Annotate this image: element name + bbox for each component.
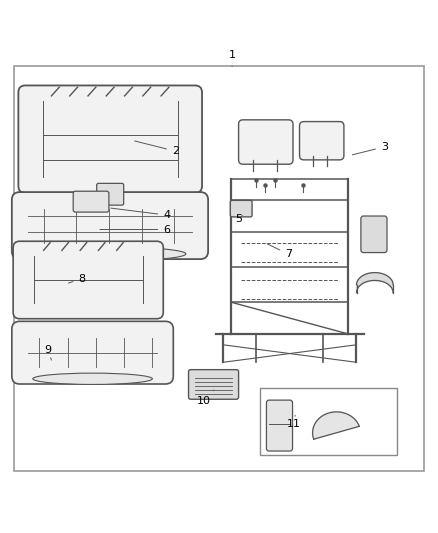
FancyBboxPatch shape	[18, 85, 202, 193]
Text: 4: 4	[111, 208, 170, 220]
Text: 1: 1	[229, 51, 236, 66]
Bar	[260, 389, 397, 455]
FancyBboxPatch shape	[300, 122, 344, 160]
Polygon shape	[357, 272, 393, 293]
Text: 7: 7	[267, 244, 292, 260]
Text: 9: 9	[44, 345, 52, 360]
FancyBboxPatch shape	[266, 400, 293, 451]
FancyBboxPatch shape	[230, 200, 252, 217]
FancyBboxPatch shape	[12, 321, 173, 384]
Text: 3: 3	[352, 142, 388, 155]
Ellipse shape	[33, 373, 152, 384]
FancyBboxPatch shape	[361, 216, 387, 253]
FancyBboxPatch shape	[73, 191, 109, 212]
Text: 2: 2	[134, 141, 179, 156]
Text: 10: 10	[197, 390, 214, 406]
FancyBboxPatch shape	[97, 183, 124, 205]
Polygon shape	[313, 412, 359, 439]
Text: 8: 8	[68, 273, 85, 284]
FancyBboxPatch shape	[188, 370, 239, 399]
Text: 6: 6	[100, 224, 170, 235]
Ellipse shape	[34, 247, 186, 261]
Text: 11: 11	[287, 415, 301, 429]
FancyBboxPatch shape	[239, 120, 293, 164]
FancyBboxPatch shape	[12, 192, 208, 259]
FancyBboxPatch shape	[13, 241, 163, 319]
Text: 5: 5	[235, 214, 242, 224]
